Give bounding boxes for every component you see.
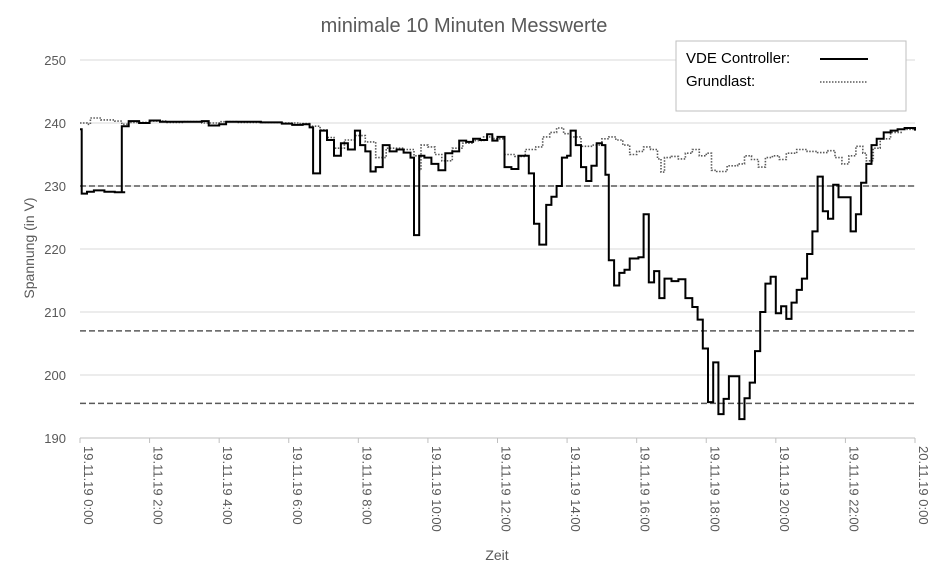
series-line-vde-controller xyxy=(80,119,916,421)
x-tick-label: 20.11.19 0:00 xyxy=(916,446,928,525)
y-axis-label: Spannung (in V) xyxy=(21,197,37,298)
y-tick-label: 200 xyxy=(44,368,66,383)
x-tick-label: 19.11.19 18:00 xyxy=(707,446,722,532)
x-tick-label: 19.11.19 4:00 xyxy=(220,446,235,525)
reference-lines xyxy=(80,185,915,405)
y-tick-label: 230 xyxy=(44,179,66,194)
axes: 190 200 210 220 230 240 250 19.11.19 0:00 19.11.… xyxy=(44,53,928,532)
y-tick-label: 240 xyxy=(44,116,66,131)
chart-title: minimale 10 Minuten Messwerte xyxy=(321,15,608,37)
x-tick-label: 19.11.19 12:00 xyxy=(499,446,514,532)
x-tick-label: 19.11.19 6:00 xyxy=(290,446,305,525)
y-tick-label: 250 xyxy=(44,53,66,68)
x-tick-label: 19.11.19 2:00 xyxy=(151,446,166,525)
legend-label-vde-controller: VDE Controller: xyxy=(686,50,790,67)
y-tick-label: 210 xyxy=(44,305,66,320)
x-tick-label: 19.11.19 10:00 xyxy=(429,446,444,532)
y-tick-label: 220 xyxy=(44,242,66,257)
y-tick-label: 190 xyxy=(44,431,66,446)
legend-box xyxy=(675,40,907,112)
series-line-grundlast xyxy=(80,117,915,173)
legend: VDE Controller: Grundlast: xyxy=(675,40,907,112)
x-tick-label: 19.11.19 8:00 xyxy=(359,446,374,525)
x-tick-label: 19.11.19 16:00 xyxy=(638,446,653,532)
x-tick-label: 19.11.19 14:00 xyxy=(568,446,583,532)
x-tick-label: 19.11.19 22:00 xyxy=(846,446,861,532)
x-axis-label: Zeit xyxy=(485,547,508,563)
x-tick-label: 19.11.19 20:00 xyxy=(777,446,792,532)
x-tick-label: 19.11.19 0:00 xyxy=(81,446,96,525)
legend-label-grundlast: Grundlast: xyxy=(686,73,755,90)
series-layer xyxy=(80,117,916,421)
